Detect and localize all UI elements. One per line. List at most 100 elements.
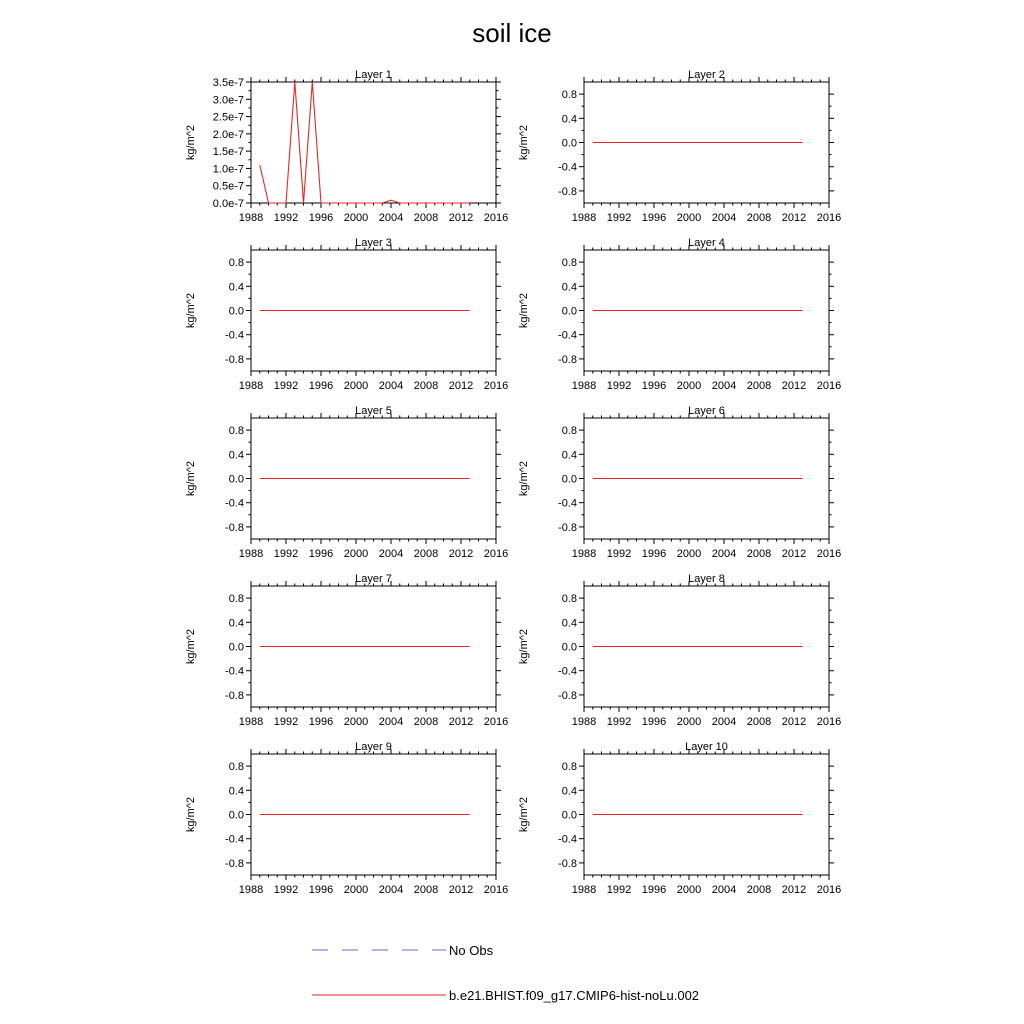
x-tick-label: 2004 <box>379 548 403 560</box>
y-tick-label: 0.0 <box>229 474 244 486</box>
y-tick-label: 0.4 <box>229 617 244 629</box>
y-tick-label: 0.4 <box>562 617 577 629</box>
y-tick-label: 0.8 <box>562 89 577 101</box>
x-tick-label: 2008 <box>414 548 438 560</box>
x-tick-label: 2000 <box>677 716 701 728</box>
x-tick-label: 1996 <box>309 380 333 392</box>
x-tick-label: 1988 <box>572 884 596 896</box>
x-tick-label: 2016 <box>484 380 508 392</box>
y-tick-label: -0.8 <box>558 858 577 870</box>
y-tick-label: -0.4 <box>558 666 577 678</box>
x-tick-label: 2004 <box>379 716 403 728</box>
y-tick-label: 0.0 <box>562 138 577 150</box>
y-tick-label: -0.4 <box>225 330 244 342</box>
y-tick-label: -0.8 <box>225 522 244 534</box>
panel-title: Layer 3 <box>355 237 392 249</box>
y-tick-label: 0.8 <box>562 257 577 269</box>
x-tick-label: 1992 <box>274 380 298 392</box>
panel-title: Layer 10 <box>685 741 728 753</box>
x-tick-label: 2008 <box>414 380 438 392</box>
x-tick-label: 1996 <box>642 212 666 224</box>
y-tick-label: 0.5e-7 <box>213 181 244 193</box>
y-tick-label: 0.8 <box>229 761 244 773</box>
x-tick-label: 2012 <box>782 212 806 224</box>
legend-label-model-run: b.e21.BHIST.f09_g17.CMIP6-hist-noLu.002 <box>449 988 699 1003</box>
x-tick-label: 2012 <box>449 884 473 896</box>
x-tick-label: 2008 <box>414 884 438 896</box>
panel-grid: Layer 1 kg/m^2 1988 1992 1996 2000 2004 2008 201… <box>185 69 841 896</box>
x-tick-label: 2000 <box>344 380 368 392</box>
y-tick-label: 0.0 <box>229 810 244 822</box>
y-tick-label: 0.8 <box>562 425 577 437</box>
x-tick-label: 2016 <box>484 212 508 224</box>
x-tick-label: 1988 <box>572 380 596 392</box>
chart-panel: Layer 6 kg/m^2 1988 1992 1996 2000 2004 2008 201… <box>518 405 841 560</box>
y-tick-label: 0.0 <box>562 306 577 318</box>
x-tick-label: 2016 <box>484 716 508 728</box>
panel-title: Layer 1 <box>355 69 392 81</box>
x-tick-label: 2000 <box>344 884 368 896</box>
y-tick-label: -0.8 <box>558 186 577 198</box>
x-tick-label: 2012 <box>449 548 473 560</box>
y-axis-label: kg/m^2 <box>518 125 530 160</box>
y-tick-label: 0.4 <box>562 785 577 797</box>
x-tick-label: 1992 <box>607 548 631 560</box>
y-tick-label: 0.0 <box>229 306 244 318</box>
panel-title: Layer 4 <box>688 237 725 249</box>
legend-label-no-obs: No Obs <box>449 943 494 958</box>
y-tick-label: 0.4 <box>562 449 577 461</box>
y-axis-label: kg/m^2 <box>185 629 197 664</box>
y-tick-label: -0.8 <box>225 858 244 870</box>
x-tick-label: 2012 <box>782 716 806 728</box>
x-tick-label: 2004 <box>379 380 403 392</box>
y-tick-label: 0.0e-7 <box>213 198 244 210</box>
y-tick-label: -0.4 <box>558 162 577 174</box>
x-tick-label: 1992 <box>607 212 631 224</box>
x-tick-label: 2000 <box>677 212 701 224</box>
y-tick-label: 0.4 <box>229 785 244 797</box>
x-tick-label: 1992 <box>607 884 631 896</box>
x-tick-label: 1992 <box>274 548 298 560</box>
x-tick-label: 2008 <box>747 548 771 560</box>
x-tick-label: 2004 <box>712 884 736 896</box>
y-tick-label: -0.4 <box>225 666 244 678</box>
chart-panel: Layer 1 kg/m^2 1988 1992 1996 2000 2004 2008 201… <box>185 69 508 224</box>
x-tick-label: 2016 <box>817 884 841 896</box>
x-tick-label: 2004 <box>712 548 736 560</box>
x-tick-label: 2004 <box>712 380 736 392</box>
y-tick-label: -0.4 <box>225 834 244 846</box>
y-axis-label: kg/m^2 <box>185 797 197 832</box>
y-tick-label: 2.0e-7 <box>213 129 244 141</box>
x-tick-label: 1996 <box>642 548 666 560</box>
y-tick-label: -0.4 <box>225 498 244 510</box>
x-tick-label: 2012 <box>449 212 473 224</box>
panel-title: Layer 5 <box>355 405 392 417</box>
x-tick-label: 2016 <box>817 212 841 224</box>
x-tick-label: 2004 <box>379 212 403 224</box>
x-tick-label: 2004 <box>712 212 736 224</box>
y-tick-label: 0.8 <box>229 593 244 605</box>
y-tick-label: 0.0 <box>562 474 577 486</box>
y-tick-label: 0.8 <box>562 593 577 605</box>
x-tick-label: 1992 <box>274 716 298 728</box>
y-tick-label: 0.4 <box>562 281 577 293</box>
x-tick-label: 2000 <box>677 884 701 896</box>
y-tick-label: 0.8 <box>229 425 244 437</box>
y-tick-label: 2.5e-7 <box>213 112 244 124</box>
y-axis-label: kg/m^2 <box>518 461 530 496</box>
x-tick-label: 2012 <box>449 380 473 392</box>
y-tick-label: 0.8 <box>229 257 244 269</box>
y-tick-label: 0.4 <box>229 449 244 461</box>
x-tick-label: 2000 <box>677 380 701 392</box>
y-tick-label: 0.0 <box>229 642 244 654</box>
chart-panel: Layer 4 kg/m^2 1988 1992 1996 2000 2004 2008 201… <box>518 237 841 392</box>
y-tick-label: -0.4 <box>558 498 577 510</box>
x-tick-label: 2008 <box>414 212 438 224</box>
x-tick-label: 1988 <box>239 380 263 392</box>
chart-panel: Layer 3 kg/m^2 1988 1992 1996 2000 2004 2008 201… <box>185 237 508 392</box>
x-tick-label: 2016 <box>817 716 841 728</box>
chart-panel: Layer 5 kg/m^2 1988 1992 1996 2000 2004 2008 201… <box>185 405 508 560</box>
x-tick-label: 1988 <box>572 212 596 224</box>
y-tick-label: 0.0 <box>562 810 577 822</box>
x-tick-label: 1988 <box>239 884 263 896</box>
